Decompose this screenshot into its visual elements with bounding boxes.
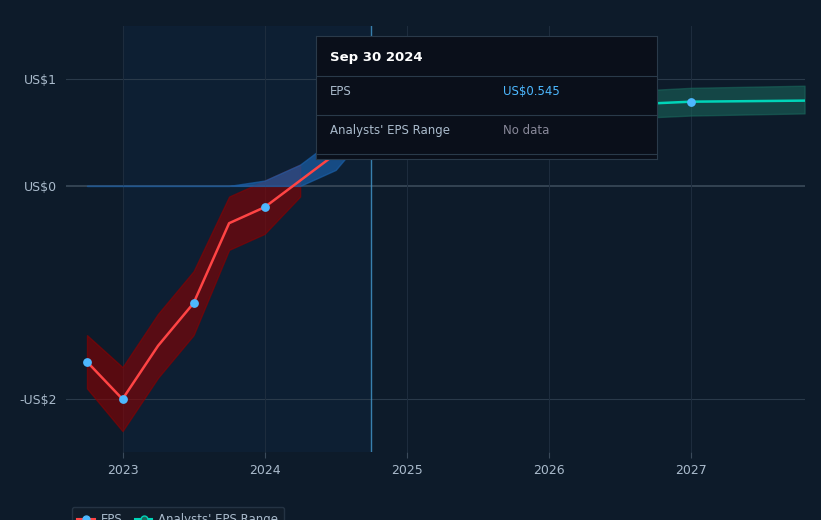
Text: EPS: EPS bbox=[330, 85, 351, 98]
Text: Analysts' EPS Range: Analysts' EPS Range bbox=[330, 124, 450, 137]
Point bbox=[116, 395, 129, 404]
Point bbox=[187, 299, 200, 307]
Point bbox=[258, 203, 271, 211]
Point bbox=[685, 98, 698, 106]
Point bbox=[365, 124, 378, 132]
Point bbox=[80, 358, 94, 366]
Text: Analysts Forecasts: Analysts Forecasts bbox=[378, 50, 488, 63]
Point bbox=[400, 120, 413, 128]
Text: Actual: Actual bbox=[327, 50, 364, 63]
Text: No data: No data bbox=[503, 124, 550, 137]
Text: Sep 30 2024: Sep 30 2024 bbox=[330, 51, 422, 64]
Point bbox=[542, 104, 555, 112]
Legend: EPS, Analysts' EPS Range: EPS, Analysts' EPS Range bbox=[71, 507, 284, 520]
Bar bbox=[122, 26, 371, 452]
Text: US$0.545: US$0.545 bbox=[503, 85, 560, 98]
